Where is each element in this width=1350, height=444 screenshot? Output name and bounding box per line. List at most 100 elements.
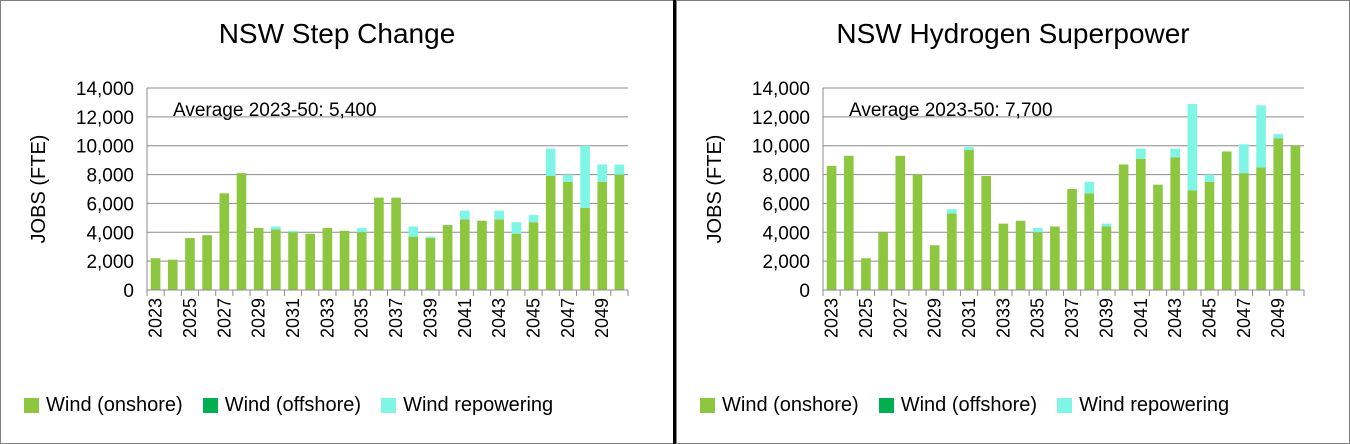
bar-wind-onshore-2038: [1084, 193, 1095, 290]
legend-label: Wind repowering: [1079, 394, 1230, 416]
bar-wind-onshore-2025: [185, 238, 195, 290]
legend-item-repowering: Wind repowering: [1057, 394, 1229, 417]
bar-wind-onshore-2050: [614, 174, 625, 290]
bar-wind-onshore-2028: [912, 174, 923, 290]
bar-wind-onshore-2037: [391, 197, 401, 290]
bar-wind-repowering-2043: [1170, 148, 1180, 158]
legend-swatch-offshore: [202, 398, 218, 413]
bar-wind-onshore-2026: [878, 232, 888, 290]
bar-wind-onshore-2027: [219, 193, 230, 290]
x-tick-label: 2025: [856, 298, 876, 338]
bar-wind-onshore-2028: [236, 173, 247, 290]
legend-label: Wind repowering: [403, 394, 554, 416]
bar-wind-onshore-2040: [442, 225, 453, 290]
average-annotation: Average 2023-50: 5,400: [173, 100, 377, 121]
bar-wind-onshore-2025: [861, 258, 871, 290]
x-tick-label: 2027: [214, 298, 234, 338]
y-tick-label: 4,000: [86, 223, 134, 244]
bar-wind-onshore-2035: [1032, 232, 1043, 290]
y-tick-label: 0: [799, 281, 810, 302]
chart-panel-step-change: NSW Step Change 0 2,000 4,000 6,000 8,000 10,…: [0, 0, 674, 444]
bar-wind-onshore-2043: [1170, 157, 1180, 290]
x-tick-label: 2027: [890, 298, 910, 338]
legend-swatch-repowering: [1057, 398, 1073, 413]
legend-label: Wind (offshore): [224, 394, 362, 416]
x-tick-label: 2039: [420, 298, 440, 338]
chart-title: NSW Hydrogen Superpower: [836, 18, 1190, 49]
legend-item-onshore: Wind (onshore): [24, 394, 183, 417]
bar-wind-onshore-2046: [1221, 151, 1232, 290]
y-tick-label: 2,000: [762, 252, 810, 273]
y-axis-title: JOBS (FTE): [28, 135, 50, 244]
bar-wind-repowering-2030: [271, 226, 281, 230]
legend-item-offshore: Wind (offshore): [202, 394, 362, 417]
legend-item-offshore: Wind (offshore): [878, 394, 1038, 417]
bar-wind-onshore-2029: [929, 245, 940, 290]
chart-plot-hydrogen-superpower: 0 2,000 4,000 6,000 8,000 10,000 12,000 14,000 2…: [704, 79, 1305, 338]
bar-wind-onshore-2024: [843, 155, 854, 290]
chart-title: NSW Step Change: [218, 18, 456, 49]
bar-wind-repowering-2045: [1204, 174, 1215, 182]
bar-wind-repowering-2047: [1239, 144, 1249, 174]
bar-wind-repowering-2049: [597, 164, 608, 182]
bar-wind-onshore-2049: [1273, 138, 1284, 290]
bar-wind-onshore-2035: [356, 232, 367, 290]
bar-wind-onshore-2032: [305, 233, 316, 290]
bar-wind-repowering-2047: [563, 174, 573, 182]
x-tick-label: 2025: [180, 298, 200, 338]
bar-wind-onshore-2032: [981, 176, 992, 290]
chart-plot-step-change: 0 2,000 4,000 6,000 8,000 10,000 12,000 14,000 2…: [28, 79, 629, 338]
bar-wind-onshore-2049: [597, 181, 608, 290]
bar-wind-onshore-2043: [494, 219, 504, 290]
bar-wind-onshore-2030: [947, 213, 957, 290]
bar-wind-onshore-2045: [1204, 181, 1215, 290]
x-tick-label: 2047: [1234, 298, 1254, 338]
bar-wind-onshore-2027: [895, 155, 906, 290]
y-tick-label: 6,000: [86, 194, 134, 215]
bar-wind-onshore-2050: [1290, 145, 1301, 290]
y-tick-label: 2,000: [86, 252, 134, 273]
y-tick-label: 12,000: [76, 108, 134, 129]
bar-wind-onshore-2048: [580, 207, 590, 290]
legend-label: Wind (onshore): [722, 394, 859, 416]
bar-wind-repowering-2038: [408, 226, 419, 237]
bar-wind-onshore-2037: [1067, 189, 1077, 290]
bar-wind-repowering-2041: [1135, 148, 1146, 159]
bar-wind-onshore-2040: [1118, 164, 1129, 290]
bar-wind-onshore-2034: [1015, 220, 1026, 290]
bar-wind-onshore-2042: [1153, 184, 1163, 290]
bar-wind-onshore-2038: [408, 236, 419, 290]
y-tick-label: 6,000: [762, 194, 810, 215]
x-tick-label: 2043: [1165, 298, 1185, 338]
legend-label: Wind (offshore): [900, 394, 1038, 416]
x-tick-label: 2037: [1062, 298, 1082, 338]
bar-wind-repowering-2041: [459, 210, 470, 220]
panel-divider: [673, 0, 676, 444]
x-tick-label: 2037: [386, 298, 406, 338]
y-tick-label: 14,000: [752, 79, 810, 100]
y-tick-label: 14,000: [76, 79, 134, 100]
bar-wind-repowering-2031: [288, 230, 298, 233]
x-tick-label: 2045: [1200, 298, 1220, 338]
chart-panel-hydrogen-superpower: NSW Hydrogen Superpower 0 2,000 4,000 6,000…: [676, 0, 1350, 444]
x-tick-label: 2043: [489, 298, 509, 338]
y-tick-label: 12,000: [752, 108, 810, 129]
legend: Wind (onshore) Wind (offshore) Wind repo…: [700, 394, 1249, 417]
bar-wind-onshore-2033: [322, 227, 333, 290]
bar-wind-repowering-2050: [614, 164, 625, 175]
x-tick-label: 2033: [317, 298, 337, 338]
x-tick-label: 2023: [146, 298, 166, 338]
bar-wind-onshore-2024: [167, 259, 178, 290]
bar-wind-onshore-2047: [1239, 173, 1249, 290]
y-tick-label: 10,000: [752, 137, 810, 158]
x-tick-label: 2041: [1131, 298, 1151, 338]
bar-wind-onshore-2042: [477, 220, 487, 290]
y-tick-label: 8,000: [86, 166, 134, 187]
bar-wind-onshore-2033: [998, 223, 1009, 290]
bar-wind-onshore-2034: [339, 230, 350, 290]
y-axis-title: JOBS (FTE): [704, 135, 726, 244]
bar-wind-repowering-2039: [425, 236, 436, 239]
bar-wind-onshore-2039: [1101, 226, 1112, 290]
y-tick-label: 8,000: [762, 166, 810, 187]
bar-wind-repowering-2048: [580, 145, 590, 208]
